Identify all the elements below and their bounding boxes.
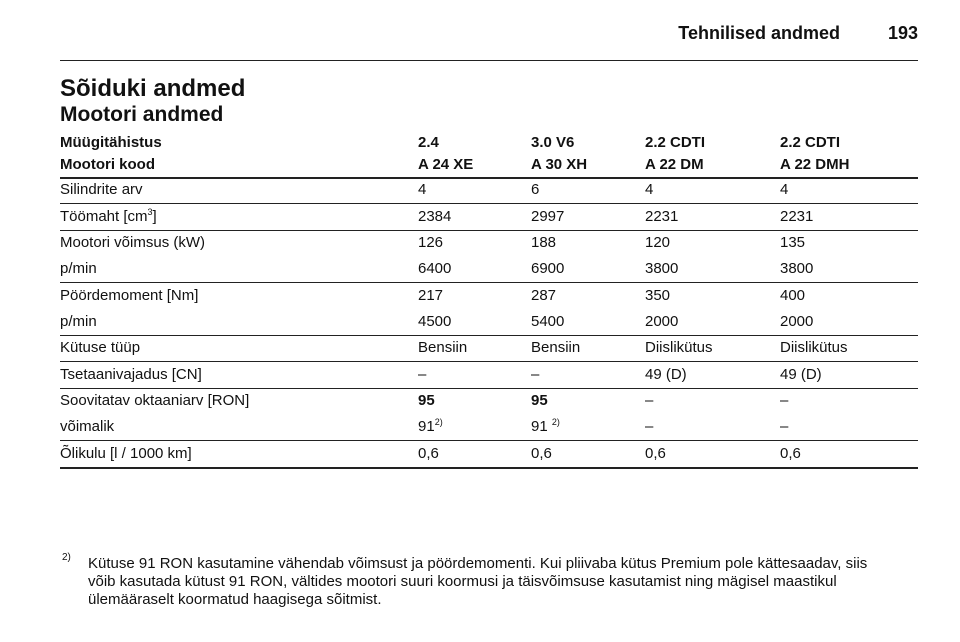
table-cell: 120	[645, 234, 671, 251]
rule	[60, 177, 918, 179]
table-cell: 3800	[780, 260, 814, 277]
table-cell: A 24 XE	[418, 156, 474, 173]
table-cell: 0,6	[645, 444, 666, 462]
cell-text: 95	[418, 392, 435, 409]
header-title: Tehnilised andmed	[678, 23, 840, 43]
table-cell: 95	[418, 393, 435, 408]
table-cell: 49 (D)	[780, 365, 822, 383]
cell-superscript: 3	[147, 206, 153, 217]
table-cell: 2231	[645, 207, 679, 225]
table-cell: Müügitähistus	[60, 134, 162, 151]
rule	[60, 203, 918, 204]
table-cell: Mootori kood	[60, 156, 155, 173]
rule	[60, 229, 918, 231]
rule	[60, 466, 918, 469]
table-cell: Silindrite arv	[60, 181, 143, 198]
table-cell: 188	[531, 234, 557, 251]
table-cell: 5400	[531, 312, 565, 330]
table-cell: Bensiin	[418, 339, 468, 356]
table-cell: Töömaht [cm3]	[60, 206, 157, 225]
header-rule	[60, 60, 918, 61]
table-cell: –	[531, 365, 540, 383]
cell-text: 95	[531, 392, 548, 409]
table-cell: 6900	[531, 260, 565, 277]
table-cell: A 30 XH	[531, 156, 588, 173]
table-cell: 0,6	[531, 444, 552, 462]
table-cell: Bensiin	[531, 339, 581, 356]
table-cell: Soovitatav oktaaniarv [RON]	[60, 392, 250, 409]
footnote-line: võib kasutada kütust 91 RON, vältides mo…	[88, 573, 837, 590]
table-cell: 2384	[418, 207, 452, 225]
rule	[60, 440, 918, 441]
table-cell: 95	[531, 393, 548, 408]
table-cell: 4	[418, 181, 427, 198]
table-cell: 91 2)	[531, 417, 560, 435]
page-number: 193	[887, 23, 918, 43]
table-cell: 4500	[418, 312, 452, 330]
table-cell: 2.2 CDTI	[645, 134, 706, 151]
table-cell: 3800	[645, 260, 679, 277]
table-cell: 287	[531, 286, 557, 304]
table-cell: 350	[645, 286, 671, 304]
table-cell: 2231	[780, 207, 814, 225]
table-cell: –	[645, 392, 654, 409]
table-cell: –	[645, 418, 654, 435]
table-cell: Pöördemoment [Nm]	[60, 286, 199, 304]
table-cell: Mootori võimsus (kW)	[60, 234, 206, 251]
table-cell: võimalik	[60, 418, 115, 435]
table-cell: 0,6	[780, 444, 801, 462]
table-cell: 6	[531, 181, 540, 198]
table-cell: 2.4	[418, 134, 439, 151]
table-cell: p/min	[60, 260, 97, 277]
table-cell: 400	[780, 286, 806, 304]
cell-superscript: 2)	[551, 417, 560, 427]
table-cell: 0,6	[418, 444, 439, 462]
cell-text: 91	[418, 418, 435, 435]
table-cell: 126	[418, 234, 444, 251]
table-cell: 4	[780, 181, 789, 198]
table-cell: Diislikütus	[645, 339, 713, 356]
table-cell: A 22 DM	[645, 156, 704, 173]
rule	[60, 387, 918, 389]
table-cell: 3.0 V6	[531, 134, 575, 151]
rule	[60, 282, 918, 283]
table-cell: Diislikütus	[780, 339, 848, 356]
footnote-line: ülemääraselt koormatud haagisega sõitmis…	[88, 591, 382, 608]
table-cell: 2000	[780, 312, 814, 330]
table-cell: 2000	[645, 312, 679, 330]
table-cell: p/min	[60, 312, 97, 330]
cell-text: ]	[152, 207, 157, 225]
table-cell: –	[780, 392, 789, 409]
cell-superscript: 2)	[434, 417, 443, 427]
table-cell: 6400	[418, 260, 452, 277]
table-cell: 2997	[531, 207, 565, 225]
table-cell: 135	[780, 234, 806, 251]
table-cell: 912)	[418, 417, 443, 435]
subtitle: Mootori andmed	[60, 103, 224, 126]
table-cell: 49 (D)	[645, 365, 687, 383]
rule	[60, 361, 918, 362]
table-cell: A 22 DMH	[780, 156, 850, 173]
table-cell: –	[780, 418, 789, 435]
table-cell: Kütuse tüüp	[60, 339, 141, 356]
footnote-mark: 2)	[62, 552, 71, 563]
table-cell: 2.2 CDTI	[780, 134, 841, 151]
cell-text: 91	[531, 418, 552, 435]
table-cell: Tsetaanivajadus [CN]	[60, 365, 202, 383]
title: Sõiduki andmed	[60, 75, 246, 102]
table-cell: Õlikulu [l / 1000 km]	[60, 444, 192, 462]
rule	[60, 334, 918, 336]
table-cell: 217	[418, 286, 444, 304]
table-cell: –	[418, 365, 427, 383]
cell-text: Töömaht [cm	[60, 207, 148, 225]
footnote-line: Kütuse 91 RON kasutamine vähendab võimsu…	[88, 555, 868, 572]
table-cell: 4	[645, 181, 654, 198]
